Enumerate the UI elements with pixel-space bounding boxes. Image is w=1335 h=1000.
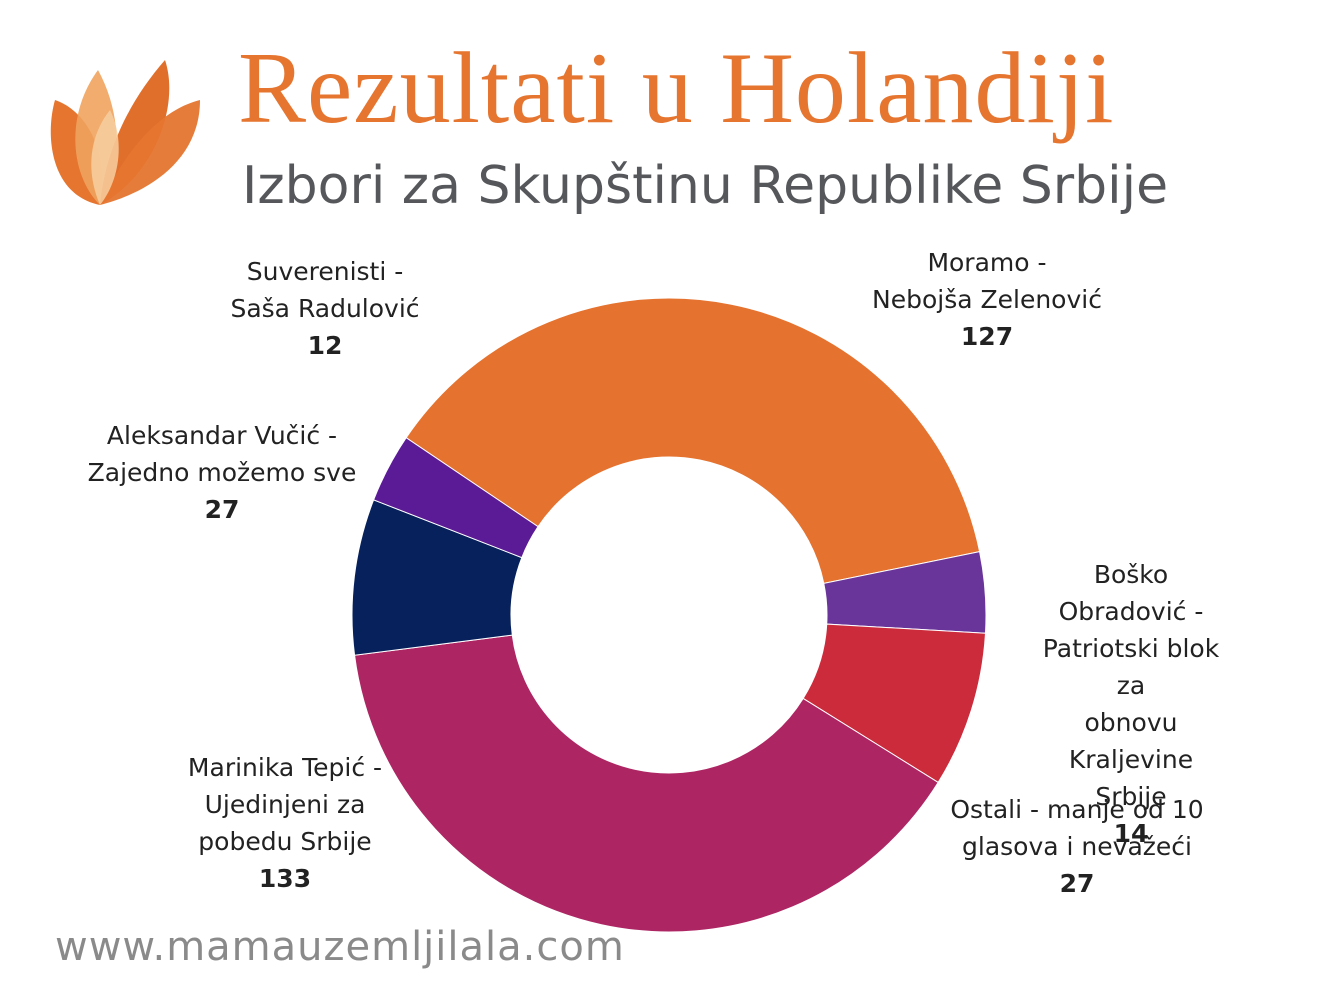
logo-petal-highlight bbox=[91, 110, 119, 205]
slice-label: Aleksandar Vučić - Zajedno možemo sve 27 bbox=[88, 417, 357, 528]
slice-label-value: 14 bbox=[1113, 819, 1149, 848]
slice-label-name: Aleksandar Vučić - Zajedno možemo sve bbox=[87, 421, 357, 487]
slice-label-value: 127 bbox=[960, 322, 1014, 351]
donut-slice bbox=[405, 297, 981, 585]
donut-slice bbox=[354, 634, 939, 933]
slice-label: Moramo - Nebojša Zelenović 127 bbox=[872, 244, 1102, 355]
slice-label-name: Marinika Tepić - Ujedinjeni za pobedu Sr… bbox=[187, 753, 383, 856]
page-subtitle: Izbori za Skupštinu Republike Srbije bbox=[242, 156, 1169, 216]
slice-label: Suverenisti - Saša Radulović 12 bbox=[230, 253, 419, 364]
slice-label-value: 27 bbox=[1059, 869, 1095, 898]
slice-label: Boško Obradović - Patriotski blok za obn… bbox=[1029, 556, 1233, 852]
slice-label-value: 133 bbox=[258, 864, 312, 893]
logo-petal-center bbox=[100, 60, 170, 205]
slice-label: Ostali - manje od 10 glasova i nevažeći 2… bbox=[950, 791, 1203, 902]
slice-label-name: Suverenisti - Saša Radulović bbox=[230, 257, 420, 323]
slice-label-value: 27 bbox=[204, 495, 240, 524]
page-title: Rezultati u Holandiji bbox=[238, 32, 1115, 145]
slice-label: Marinika Tepić - Ujedinjeni za pobedu Sr… bbox=[188, 749, 382, 897]
slice-label-name: Boško Obradović - Patriotski blok za obn… bbox=[1042, 560, 1220, 811]
brand-logo bbox=[50, 60, 200, 205]
slice-label-value: 12 bbox=[307, 331, 343, 360]
slice-label-name: Moramo - Nebojša Zelenović bbox=[872, 248, 1102, 314]
donut-slice bbox=[372, 437, 539, 559]
footer-url: www.mamauzemljilala.com bbox=[55, 924, 625, 970]
logo-petal-right bbox=[100, 100, 200, 205]
slice-label-name: Ostali - manje od 10 glasova i nevažeći bbox=[950, 795, 1204, 861]
